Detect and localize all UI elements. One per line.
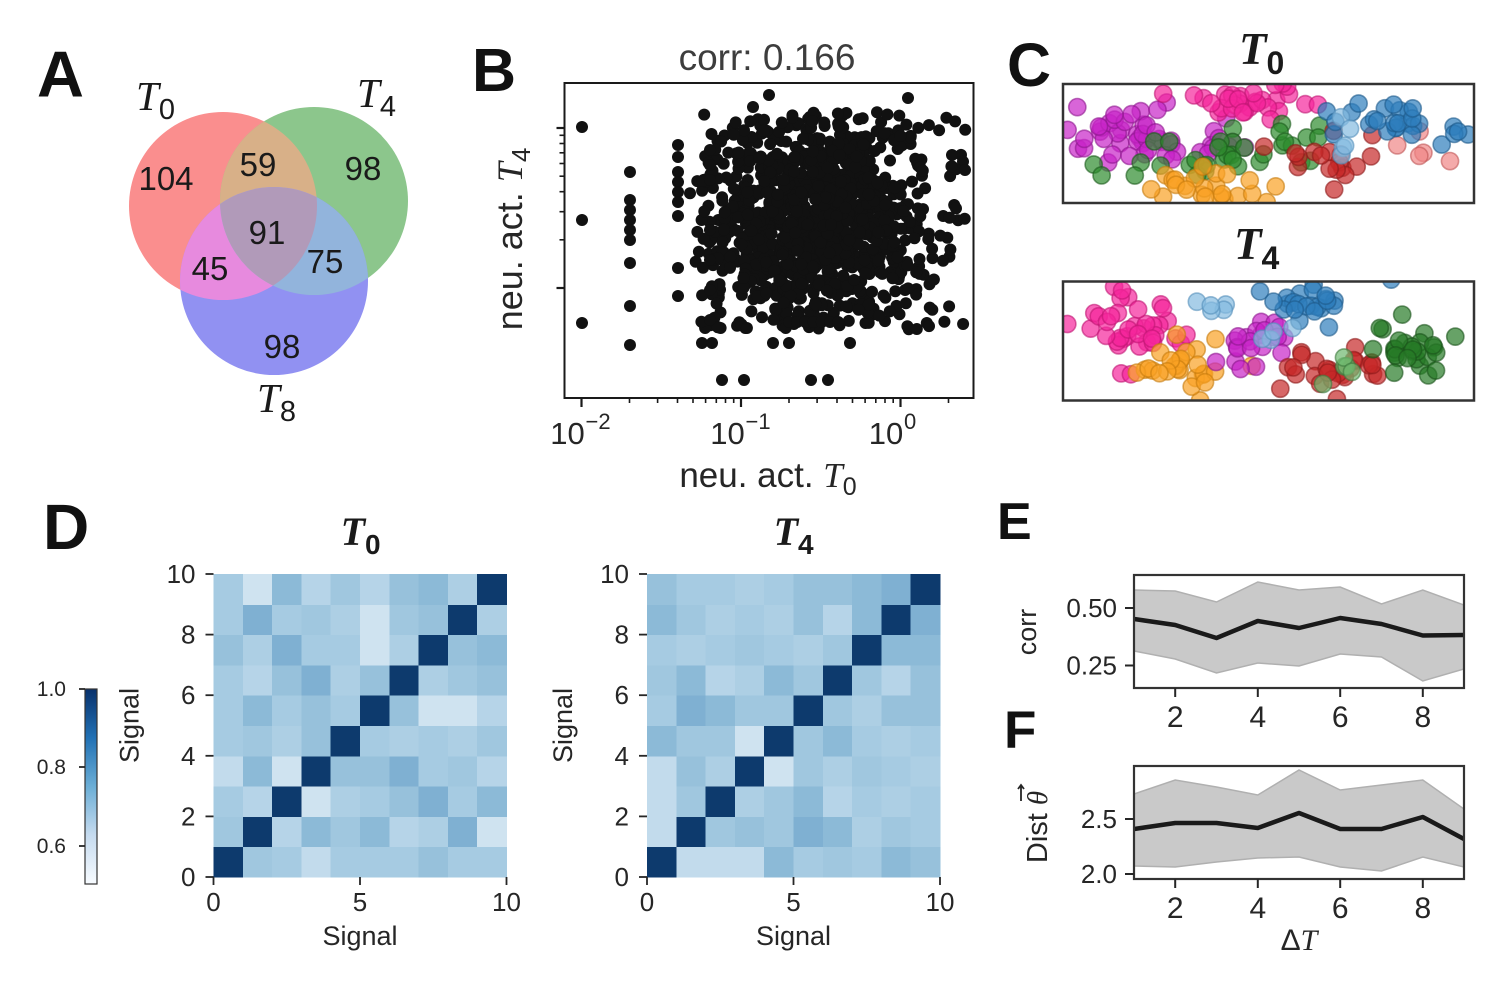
svg-text:0.6: 0.6 xyxy=(37,835,66,858)
svg-text:neu. act. T0: neu. act. T0 xyxy=(679,456,856,501)
svg-text:−1: −1 xyxy=(746,409,771,434)
svg-text:T4: T4 xyxy=(1234,219,1280,276)
svg-text:10: 10 xyxy=(869,416,903,451)
svg-text:B: B xyxy=(472,36,516,104)
svg-text:45: 45 xyxy=(192,250,229,287)
svg-text:F: F xyxy=(1004,701,1036,760)
svg-text:8: 8 xyxy=(1414,892,1431,925)
svg-text:E: E xyxy=(997,493,1032,551)
svg-text:10: 10 xyxy=(492,887,521,917)
svg-text:0.50: 0.50 xyxy=(1066,593,1117,623)
svg-text:6: 6 xyxy=(1332,892,1349,925)
svg-text:2: 2 xyxy=(1167,701,1184,734)
svg-text:6: 6 xyxy=(1332,701,1349,734)
svg-text:2: 2 xyxy=(181,801,195,831)
svg-text:59: 59 xyxy=(240,146,277,183)
svg-text:10: 10 xyxy=(600,559,629,589)
svg-text:8: 8 xyxy=(615,620,629,650)
svg-text:2: 2 xyxy=(1167,892,1184,925)
svg-text:6: 6 xyxy=(181,680,195,710)
svg-text:10: 10 xyxy=(710,416,744,451)
svg-text:0: 0 xyxy=(615,862,629,892)
svg-text:2.0: 2.0 xyxy=(1081,859,1117,889)
svg-text:Signal: Signal xyxy=(548,688,578,763)
svg-text:Signal: Signal xyxy=(322,921,397,951)
svg-text:4: 4 xyxy=(615,741,629,771)
svg-text:D: D xyxy=(43,491,89,563)
svg-text:10: 10 xyxy=(167,559,196,589)
svg-text:Signal: Signal xyxy=(115,688,145,763)
svg-text:2: 2 xyxy=(615,801,629,831)
svg-text:0: 0 xyxy=(904,409,916,434)
svg-text:0: 0 xyxy=(206,887,220,917)
svg-text:104: 104 xyxy=(138,160,193,197)
svg-text:corr: 0.166: corr: 0.166 xyxy=(679,37,856,78)
svg-text:4: 4 xyxy=(181,741,195,771)
svg-text:A: A xyxy=(37,38,84,111)
svg-text:8: 8 xyxy=(181,620,195,650)
svg-text:98: 98 xyxy=(264,328,301,365)
svg-text:0.8: 0.8 xyxy=(37,756,66,779)
svg-text:Dist θ: Dist θ xyxy=(1022,791,1054,863)
svg-text:5: 5 xyxy=(353,887,367,917)
svg-text:0: 0 xyxy=(640,887,654,917)
svg-text:98: 98 xyxy=(345,150,382,187)
svg-text:0.25: 0.25 xyxy=(1066,651,1117,681)
svg-text:C: C xyxy=(1007,31,1051,99)
svg-text:10: 10 xyxy=(550,416,584,451)
svg-text:corr: corr xyxy=(1012,609,1042,656)
svg-text:ΔT: ΔT xyxy=(1281,924,1320,957)
svg-text:1.0: 1.0 xyxy=(37,678,66,701)
svg-text:−2: −2 xyxy=(586,409,611,434)
svg-text:2.5: 2.5 xyxy=(1081,804,1117,834)
svg-text:0: 0 xyxy=(181,862,195,892)
svg-text:4: 4 xyxy=(1249,701,1266,734)
svg-text:Signal: Signal xyxy=(756,921,831,951)
svg-text:10: 10 xyxy=(926,887,955,917)
svg-text:neu. act. T4: neu. act. T4 xyxy=(489,148,536,331)
svg-text:5: 5 xyxy=(786,887,800,917)
svg-text:91: 91 xyxy=(249,214,286,251)
svg-text:4: 4 xyxy=(1249,892,1266,925)
svg-text:6: 6 xyxy=(615,680,629,710)
svg-text:8: 8 xyxy=(1414,701,1431,734)
svg-text:75: 75 xyxy=(307,243,344,280)
